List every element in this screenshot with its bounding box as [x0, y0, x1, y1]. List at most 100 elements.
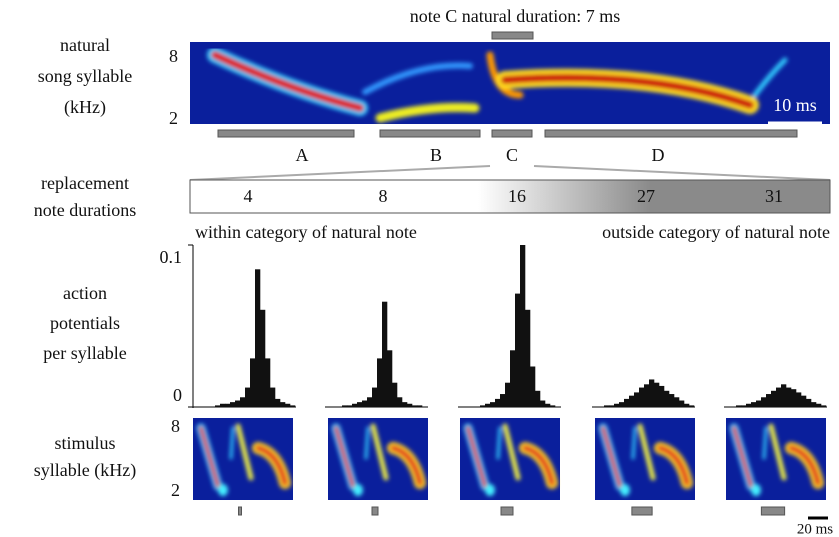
outside-label: outside category of natural note: [602, 222, 830, 242]
note-bars: [217, 129, 798, 138]
note: [485, 484, 495, 496]
within-label: within category of natural note: [195, 222, 417, 242]
histogram-bar: [255, 269, 261, 407]
spectrogram-marks: [598, 423, 693, 496]
note: [522, 445, 555, 486]
histogram-bar: [664, 390, 670, 407]
histogram-bar: [515, 293, 521, 407]
histogram-bar: [407, 403, 413, 407]
histogram-bar: [624, 398, 630, 407]
note: [502, 423, 521, 481]
note: [620, 484, 630, 496]
histogram-bar: [352, 403, 358, 407]
histogram-bar: [285, 403, 291, 407]
note: [768, 423, 787, 481]
histogram-bar: [495, 398, 501, 407]
histogram-bar: [781, 384, 787, 407]
duration-bar: [371, 506, 379, 516]
histogram-bar: [669, 394, 675, 407]
histogram-bar: [609, 405, 615, 407]
note: [199, 426, 220, 488]
histogram-bar: [510, 350, 516, 407]
note: [631, 426, 637, 460]
natural-duration-bar: [491, 31, 534, 40]
histogram-bar: [654, 382, 660, 407]
histogram-bar: [357, 402, 363, 407]
y-tick-label: 0.1: [160, 247, 183, 267]
histogram-bar: [342, 405, 348, 407]
histogram-bar: [761, 397, 767, 407]
note: [218, 484, 228, 496]
note-label: D: [652, 145, 665, 165]
histogram-bar: [215, 405, 221, 407]
duration-bar: [760, 506, 786, 516]
note: [637, 423, 656, 481]
histogram-bar: [367, 397, 373, 407]
histogram-bar: [634, 392, 640, 407]
duration-label: 4: [244, 186, 253, 206]
row-label: syllable (kHz): [34, 460, 136, 481]
note: [751, 484, 761, 496]
histogram-bar: [741, 405, 747, 407]
histogram-bar: [245, 387, 251, 407]
histogram-bar: [382, 301, 388, 407]
note: [390, 445, 423, 486]
histogram-bar: [811, 402, 817, 407]
histogram-bar: [679, 400, 685, 407]
histogram-bar: [619, 402, 625, 407]
scale-bar-label: 10 ms: [773, 95, 817, 115]
histogram-bar: [684, 403, 690, 407]
histogram-bar: [746, 403, 752, 407]
histogram-bar: [500, 394, 506, 407]
histogram-bar: [260, 309, 266, 407]
histogram-bar: [540, 400, 546, 407]
note-label: C: [506, 145, 518, 165]
histogram-bar: [290, 405, 296, 407]
spectrogram-marks: [196, 423, 291, 496]
note-label: B: [430, 145, 442, 165]
note: [353, 484, 363, 496]
freq-tick: 2: [171, 480, 180, 500]
histogram-bar: [766, 394, 772, 407]
stimulus-spectrogram: [328, 418, 428, 500]
histogram-bar: [392, 382, 398, 407]
histogram-bar: [480, 405, 486, 407]
row-label: potentials: [50, 313, 120, 333]
histogram-bar: [362, 400, 368, 407]
note: [334, 426, 355, 488]
note: [466, 426, 487, 488]
histogram-bar: [397, 397, 403, 407]
stimulus-spectrogram: [595, 418, 695, 500]
row-label: action: [63, 283, 107, 303]
replacement-box: [189, 179, 831, 214]
histogram-bar: [347, 405, 353, 407]
row-label: stimulus: [54, 433, 115, 453]
note: [762, 426, 768, 460]
scale-bar-label: 20 ms: [797, 521, 833, 537]
histogram-bar: [490, 402, 496, 407]
duration-label: 31: [765, 186, 783, 206]
histogram-bar: [270, 387, 276, 407]
histogram-bar: [230, 402, 236, 407]
histogram-bar: [736, 405, 742, 407]
histogram-bar: [629, 395, 635, 407]
y-tick-label: 0: [173, 385, 182, 405]
note: [370, 423, 389, 481]
note: [496, 426, 502, 460]
row-label: per syllable: [43, 343, 126, 363]
note: [657, 445, 690, 486]
row-label: song syllable: [38, 66, 133, 86]
stimulus-spectrogram: [460, 418, 560, 500]
histogram-bar: [372, 387, 378, 407]
histogram-bar: [275, 398, 281, 407]
histogram-bar: [535, 390, 541, 407]
histogram-bar: [649, 379, 655, 407]
spectrogram-marks: [463, 423, 558, 496]
note-label: A: [296, 145, 309, 165]
note: [255, 445, 288, 486]
duration-bar: [500, 506, 514, 516]
histogram-bar: [520, 245, 526, 407]
histogram-bar: [240, 397, 246, 407]
note: [229, 426, 235, 460]
